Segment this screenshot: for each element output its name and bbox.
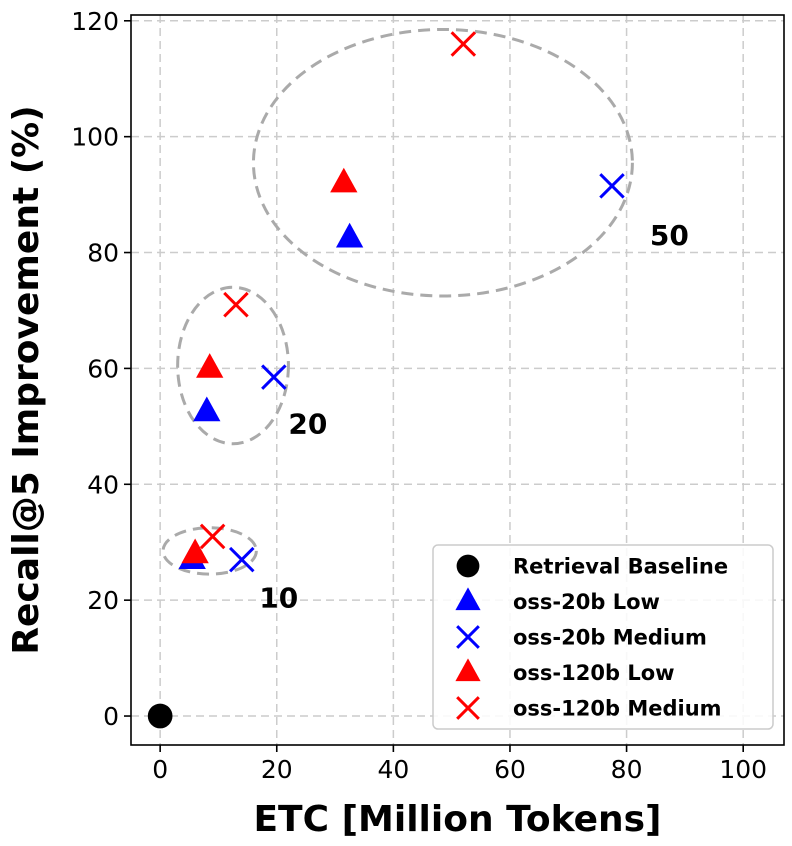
- point-oss-20b-medium-stroke: [261, 364, 287, 390]
- point-oss-120b-medium-stroke: [199, 523, 226, 550]
- legend-label-retrieval-baseline: Retrieval Baseline: [513, 555, 728, 579]
- legend-marker-retrieval-baseline: [456, 554, 480, 578]
- cluster-label-20: 20: [288, 407, 327, 440]
- point-oss-20b-medium: [599, 173, 625, 199]
- point-oss-20b-low: [335, 222, 364, 248]
- point-oss-120b-medium: [223, 291, 249, 318]
- y-tick-label: 60: [87, 354, 119, 383]
- y-tick-label: 20: [87, 586, 119, 615]
- y-tick-label: 120: [71, 7, 119, 36]
- legend-box: [432, 544, 774, 730]
- legend-label-oss-120b-medium: oss-120b Medium: [513, 697, 722, 721]
- cluster-ellipse-50: [251, 27, 634, 298]
- point-oss-120b-low: [330, 167, 358, 193]
- x-tick-label: 20: [261, 755, 293, 784]
- y-tick-label: 80: [87, 239, 119, 268]
- point-oss-120b-medium-stroke: [223, 291, 249, 318]
- x-tick-label: 100: [719, 755, 767, 784]
- x-tick-label: 40: [377, 755, 409, 784]
- x-axis-title: ETC [Million Tokens]: [253, 799, 661, 840]
- point-oss-120b-low: [181, 538, 209, 564]
- legend-marker-oss-120b-medium: [456, 696, 480, 720]
- point-oss-20b-medium-stroke: [229, 546, 255, 573]
- cluster-label-50: 50: [650, 219, 689, 252]
- legend-marker-oss-20b-medium: [456, 625, 480, 649]
- data-points: [147, 31, 625, 729]
- legend-label-oss-120b-low: oss-120b Low: [513, 661, 675, 685]
- legend-marker-oss-120b-low: [455, 658, 481, 682]
- legend: Retrieval Baseline oss-20b Low oss-20b Med…: [432, 544, 774, 730]
- cluster-ellipse-10: [161, 526, 258, 576]
- legend-marker-oss-20b-medium-stroke: [456, 625, 480, 649]
- y-axis-title: Recall@5 Improvement (%): [6, 105, 47, 654]
- y-tick-label: 40: [87, 470, 119, 499]
- legend-label-oss-20b-low: oss-20b Low: [513, 590, 660, 614]
- legend-marker-oss-20b-low: [455, 587, 481, 611]
- cluster-label-10: 10: [259, 581, 298, 614]
- point-oss-120b-medium: [450, 31, 477, 57]
- point-retrieval-baseline: [147, 703, 173, 729]
- point-oss-20b-medium: [229, 546, 255, 573]
- cluster-ellipse-20: [176, 285, 290, 446]
- point-oss-20b-low: [193, 396, 221, 422]
- y-tick-label: 100: [71, 123, 119, 152]
- point-oss-120b-medium: [199, 523, 226, 550]
- point-oss-120b-low: [196, 353, 224, 378]
- point-oss-20b-medium-stroke: [599, 173, 625, 199]
- plot-frame: [130, 14, 785, 746]
- clusters: 10 20 50: [161, 27, 689, 614]
- point-oss-120b-medium-stroke: [450, 31, 477, 57]
- point-oss-20b-medium: [261, 364, 287, 390]
- legend-marker-oss-120b-medium-stroke: [456, 696, 480, 720]
- axes-ticks: 0 20 40 60 80 100 0 20 40 60 80 100 120: [71, 7, 767, 784]
- y-tick-label: 0: [103, 702, 119, 731]
- x-tick-label: 80: [611, 755, 643, 784]
- legend-label-oss-20b-medium: oss-20b Medium: [513, 626, 707, 650]
- x-tick-label: 60: [494, 755, 526, 784]
- x-tick-label: 0: [152, 755, 168, 784]
